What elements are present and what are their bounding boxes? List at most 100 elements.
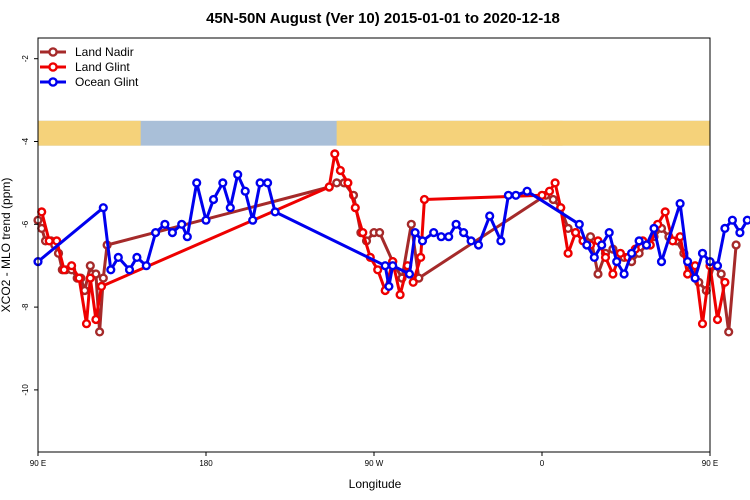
legend-item: Land Nadir xyxy=(40,45,134,59)
data-point xyxy=(380,261,390,271)
data-point xyxy=(240,186,250,196)
data-point xyxy=(593,269,603,279)
data-point xyxy=(660,207,670,217)
data-point xyxy=(656,257,667,267)
data-point xyxy=(641,240,652,250)
data-point xyxy=(466,236,476,246)
series-ocean-glint xyxy=(33,170,750,292)
data-point xyxy=(59,265,69,275)
data-point xyxy=(675,232,685,242)
y-tick-label: -10 xyxy=(21,384,30,396)
data-point xyxy=(177,219,187,229)
data-point xyxy=(141,261,151,271)
y-tick-label: -2 xyxy=(21,55,30,63)
data-point xyxy=(537,190,547,200)
data-point xyxy=(436,232,446,242)
data-point xyxy=(373,265,383,275)
data-point xyxy=(682,257,693,267)
land-ocean-band xyxy=(38,120,710,146)
series-land-glint xyxy=(37,149,730,329)
legend-swatch-marker xyxy=(48,47,58,57)
data-point xyxy=(690,273,700,283)
data-point xyxy=(742,215,750,225)
data-point xyxy=(74,273,84,283)
data-point xyxy=(716,269,726,279)
data-point xyxy=(201,215,211,225)
data-point xyxy=(408,277,418,287)
data-point xyxy=(208,194,219,205)
data-point xyxy=(255,178,265,188)
data-point xyxy=(615,248,626,258)
data-point xyxy=(384,281,394,292)
data-point xyxy=(682,269,693,279)
y-tick-label: -6 xyxy=(21,220,30,228)
data-point xyxy=(96,281,107,292)
data-point xyxy=(604,228,614,238)
data-point xyxy=(417,236,428,246)
data-point xyxy=(98,203,108,213)
data-point xyxy=(182,232,192,242)
data-point xyxy=(697,248,708,258)
data-point xyxy=(416,252,426,263)
data-point xyxy=(503,190,514,200)
y-tick-label: -4 xyxy=(21,137,30,145)
land-band-segment xyxy=(542,120,710,146)
data-point xyxy=(496,236,506,246)
data-point xyxy=(160,219,170,229)
data-point xyxy=(66,261,77,271)
data-point xyxy=(124,265,135,275)
data-point xyxy=(570,228,581,238)
data-point xyxy=(634,236,644,246)
data-point xyxy=(712,314,723,325)
data-point xyxy=(343,178,353,188)
data-point xyxy=(600,252,611,263)
data-point xyxy=(113,252,123,263)
data-point xyxy=(473,240,484,250)
data-point xyxy=(248,215,258,225)
data-point xyxy=(582,240,592,250)
data-point xyxy=(330,149,340,159)
x-axis-label: Longitude xyxy=(349,477,402,491)
data-point xyxy=(548,194,558,205)
data-point xyxy=(727,215,738,225)
data-point xyxy=(98,273,108,283)
data-point xyxy=(91,314,101,325)
data-point xyxy=(324,182,334,192)
data-point xyxy=(404,269,415,279)
data-point xyxy=(619,269,629,279)
x-tick-label: 90 W xyxy=(365,459,384,468)
data-point xyxy=(608,269,618,279)
x-tick-label: 0 xyxy=(540,459,545,468)
legend-swatch-marker xyxy=(48,62,58,72)
x-tick-label: 90 E xyxy=(702,459,718,468)
data-point xyxy=(459,228,469,238)
data-point xyxy=(544,186,555,196)
y-tick-label: -8 xyxy=(21,303,30,311)
data-point xyxy=(167,228,178,238)
legend-label: Land Glint xyxy=(75,60,130,74)
data-point xyxy=(85,273,95,283)
data-point xyxy=(233,170,243,180)
data-point xyxy=(218,178,228,188)
data-point xyxy=(720,277,730,287)
data-point xyxy=(192,178,202,188)
x-axis: 90 E 180 90 W 0 90 E xyxy=(30,452,718,468)
data-point xyxy=(731,240,741,250)
data-point xyxy=(444,232,454,242)
data-point xyxy=(522,186,532,196)
data-point xyxy=(419,194,430,205)
data-point xyxy=(675,199,685,209)
data-point xyxy=(485,211,495,221)
data-point xyxy=(511,190,521,200)
data-point xyxy=(332,178,342,188)
data-point xyxy=(589,252,599,263)
data-point xyxy=(563,248,573,258)
data-point xyxy=(85,261,95,271)
series-layer xyxy=(33,149,750,337)
x-tick-label: 180 xyxy=(199,459,213,468)
data-point xyxy=(44,236,54,246)
plot-frame xyxy=(37,37,711,453)
data-point xyxy=(735,228,745,238)
